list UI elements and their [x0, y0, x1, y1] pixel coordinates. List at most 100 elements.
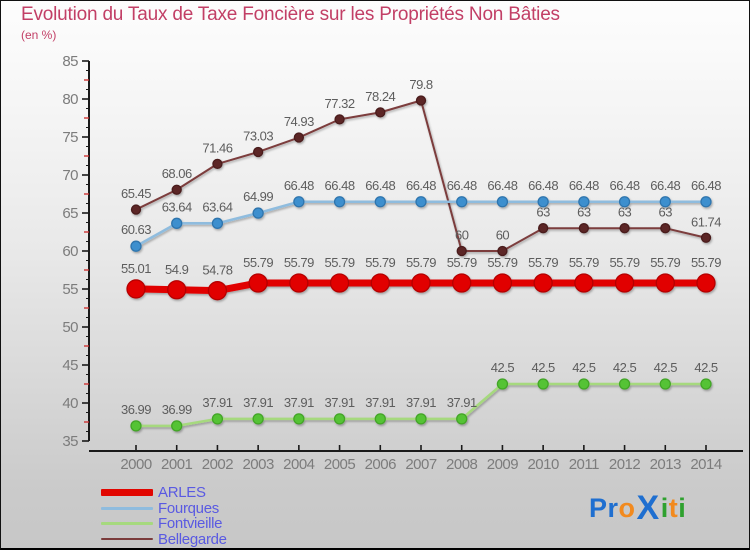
svg-text:66.48: 66.48 — [610, 178, 640, 193]
svg-text:55.79: 55.79 — [284, 255, 314, 270]
svg-text:74.93: 74.93 — [284, 114, 314, 129]
svg-text:2004: 2004 — [283, 456, 315, 473]
data-point — [370, 273, 390, 293]
data-point — [130, 420, 142, 432]
legend-label-fourques: Fourques — [158, 499, 219, 517]
data-point — [614, 273, 635, 293]
svg-text:36.99: 36.99 — [121, 402, 151, 417]
proxiti-logo: Proxiti — [589, 491, 686, 525]
data-point — [211, 413, 224, 425]
data-point — [496, 196, 509, 208]
data-point — [660, 223, 671, 234]
svg-text:37.91: 37.91 — [447, 395, 477, 410]
svg-text:63: 63 — [577, 205, 591, 220]
data-point — [333, 196, 346, 208]
page-title: Evolution du Taux de Taxe Foncière sur l… — [21, 4, 560, 25]
data-point — [497, 245, 508, 257]
svg-text:63: 63 — [659, 205, 673, 220]
data-point — [578, 223, 590, 234]
svg-text:50: 50 — [62, 319, 78, 336]
x-axis: 2000 2001 2002 2003 2004 2005 2006 2007 2008 2009… — [89, 445, 743, 473]
logo-letter: i — [678, 492, 687, 523]
data-point — [171, 217, 183, 229]
data-point — [700, 232, 712, 243]
series-lines — [126, 95, 716, 432]
svg-text:63.64: 63.64 — [202, 199, 232, 214]
svg-text:55.01: 55.01 — [121, 261, 151, 276]
data-point — [248, 273, 268, 293]
svg-text:66.48: 66.48 — [650, 178, 680, 193]
svg-text:54.78: 54.78 — [202, 263, 232, 278]
svg-text:55.79: 55.79 — [569, 255, 599, 270]
data-point — [252, 146, 264, 158]
svg-text:63: 63 — [536, 205, 550, 220]
svg-text:55.79: 55.79 — [650, 255, 680, 270]
data-point — [659, 196, 671, 208]
legend-swatch-bellegarde — [101, 538, 153, 541]
svg-text:80: 80 — [62, 91, 78, 108]
logo-letter: o — [618, 492, 636, 523]
legend-label-arles: ARLES — [158, 484, 206, 502]
svg-text:66.48: 66.48 — [406, 178, 436, 193]
svg-text:42.5: 42.5 — [572, 360, 596, 375]
svg-text:70: 70 — [62, 167, 78, 184]
svg-text:66.48: 66.48 — [365, 178, 395, 193]
svg-text:66.48: 66.48 — [528, 178, 558, 193]
data-point — [700, 378, 712, 390]
data-point — [618, 196, 631, 208]
svg-text:60: 60 — [455, 228, 469, 243]
legend-item-fontvieille: Fontvieille — [101, 516, 227, 532]
data-point — [537, 378, 549, 390]
svg-text:36.99: 36.99 — [162, 402, 192, 417]
svg-text:2001: 2001 — [161, 456, 193, 473]
data-point — [696, 273, 716, 293]
logo-letter: t — [668, 492, 679, 523]
data-point — [411, 273, 431, 293]
data-point — [293, 413, 305, 425]
legend: ARLES Fourques Fontvieille Bellegarde — [101, 485, 227, 547]
data-point — [537, 223, 549, 234]
svg-text:55.79: 55.79 — [528, 255, 558, 270]
svg-text:2010: 2010 — [527, 456, 559, 473]
series-arles — [126, 273, 716, 301]
svg-text:2009: 2009 — [487, 456, 519, 473]
data-point — [289, 273, 309, 293]
svg-text:2011: 2011 — [569, 456, 599, 473]
data-point — [452, 273, 472, 293]
logo-letter: i — [660, 492, 669, 523]
point-labels: 55.01 54.9 54.78 55.79 55.79 55.79 55.79 55.79 5… — [121, 77, 722, 417]
svg-text:79.8: 79.8 — [409, 77, 433, 92]
svg-text:73.03: 73.03 — [243, 128, 273, 143]
svg-text:2000: 2000 — [120, 456, 152, 473]
svg-text:77.32: 77.32 — [325, 96, 355, 111]
data-point — [456, 413, 468, 425]
svg-text:40: 40 — [62, 395, 78, 412]
logo-letter: r — [607, 492, 619, 523]
svg-text:37.91: 37.91 — [365, 395, 395, 410]
data-point — [293, 132, 305, 143]
data-point — [334, 114, 345, 125]
svg-text:63: 63 — [618, 205, 632, 220]
svg-text:55.79: 55.79 — [243, 255, 273, 270]
data-point — [655, 273, 675, 293]
legend-swatch-arles — [101, 489, 153, 497]
svg-text:65: 65 — [62, 205, 78, 222]
svg-text:2006: 2006 — [365, 456, 397, 473]
svg-text:68.06: 68.06 — [162, 166, 192, 181]
series-fourques — [130, 196, 712, 252]
svg-text:42.5: 42.5 — [491, 360, 515, 375]
legend-item-arles: ARLES — [101, 485, 227, 501]
svg-text:2003: 2003 — [242, 456, 274, 473]
svg-text:37.91: 37.91 — [243, 395, 273, 410]
svg-text:63.64: 63.64 — [162, 199, 192, 214]
data-point — [415, 196, 427, 208]
data-point — [415, 95, 427, 106]
svg-text:60.63: 60.63 — [121, 222, 151, 237]
data-point — [167, 280, 187, 300]
data-point — [130, 240, 142, 252]
legend-label-bellegarde: Bellegarde — [158, 530, 227, 548]
svg-text:37.91: 37.91 — [202, 395, 232, 410]
series-bellegarde — [130, 95, 712, 257]
svg-text:64.99: 64.99 — [243, 189, 273, 204]
svg-text:71.46: 71.46 — [202, 140, 232, 155]
